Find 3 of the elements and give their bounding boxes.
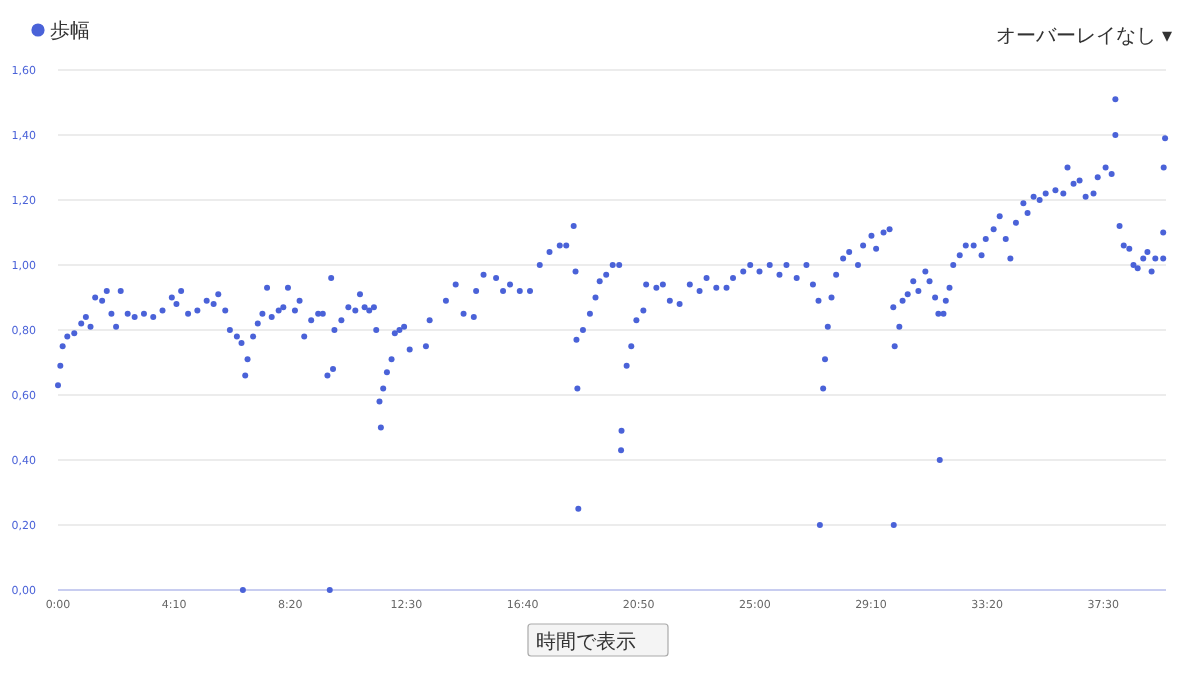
legend-label: 歩幅 [50,19,90,43]
text: オーバーレイなし ▾ [995,26,1172,48]
text: 時間で表示 [536,630,636,654]
